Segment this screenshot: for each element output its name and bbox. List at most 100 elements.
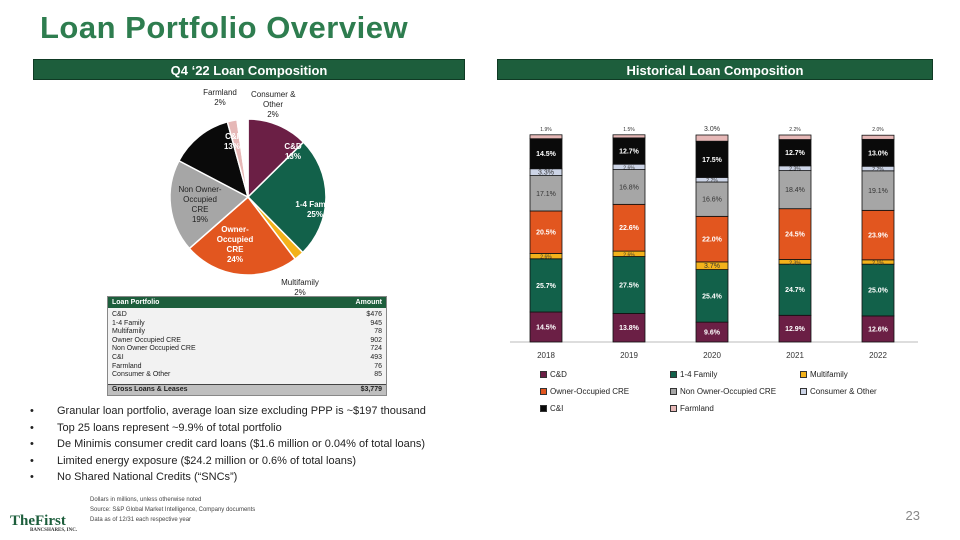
legend-swatch xyxy=(540,388,547,395)
footnote: Data as of 12/31 each respective year xyxy=(90,517,192,523)
data-label: 2.0% xyxy=(872,127,884,133)
bar-segment xyxy=(778,134,812,140)
legend-item: Multifamily xyxy=(800,370,910,379)
bullet: No Shared National Credits (“SNCs”) xyxy=(30,469,426,486)
row-value: 78 xyxy=(374,328,382,336)
bar-segment xyxy=(612,134,646,139)
row-label: Multifamily xyxy=(112,328,146,336)
data-label: 22.6% xyxy=(619,225,640,232)
row-label: C&I xyxy=(112,353,124,361)
bar-segment xyxy=(612,203,646,252)
logo-text: TheFirst xyxy=(10,513,66,529)
legend-swatch xyxy=(670,405,677,412)
bar-segment xyxy=(529,138,563,170)
table-row: Owner Occupied CRE 902 xyxy=(108,337,386,346)
page-number: 23 xyxy=(905,508,920,523)
legend-label: Non Owner-Occupied CRE xyxy=(680,387,777,396)
data-label: 24.7% xyxy=(785,287,806,294)
footnote: Source: S&P Global Market Intelligence, … xyxy=(90,507,256,513)
pie-chart xyxy=(169,118,327,276)
bar-segment xyxy=(861,170,895,211)
x-tick-label: 2022 xyxy=(869,351,887,360)
bullet: Granular loan portfolio, average loan si… xyxy=(30,403,426,420)
data-label: 18.4% xyxy=(785,187,805,194)
row-value: 76 xyxy=(374,362,382,370)
data-label: 1.9% xyxy=(540,127,552,133)
legend-swatch xyxy=(670,388,677,395)
bullet: Top 25 loans represent ~9.9% of total po… xyxy=(30,420,426,437)
bar-segment xyxy=(695,181,729,217)
legend-swatch xyxy=(800,388,807,395)
total-label: Gross Loans & Leases xyxy=(112,385,188,393)
data-label: 3.7% xyxy=(704,263,720,270)
row-label: Non Owner Occupied CRE xyxy=(112,345,196,353)
legend-item: C&D xyxy=(540,370,670,379)
pie-slice xyxy=(247,118,305,199)
data-label: 2.6% xyxy=(540,255,552,261)
table-row: Farmland 76 xyxy=(108,363,386,372)
table-row: Non Owner Occupied CRE 724 xyxy=(108,345,386,354)
row-value: $476 xyxy=(366,311,382,318)
pie-slice xyxy=(177,120,250,199)
q4-composition-header: Q4 ‘22 Loan Composition xyxy=(33,59,465,80)
legend-item: 1-4 Family xyxy=(670,370,800,379)
bar-segment xyxy=(861,138,895,167)
row-value: 902 xyxy=(370,336,382,344)
data-label: 17.1% xyxy=(536,191,556,198)
data-label: 16.8% xyxy=(619,184,639,191)
legend-label: C&I xyxy=(550,404,564,413)
bar-segment xyxy=(529,210,563,254)
legend-swatch xyxy=(800,371,807,378)
legend-item: Consumer & Other xyxy=(800,387,910,396)
table-row: Consumer & Other 85 xyxy=(108,371,386,380)
pie-label: C&I 13% xyxy=(223,132,240,151)
table-row: Multifamily 78 xyxy=(108,328,386,337)
data-label: 13.0% xyxy=(868,150,889,157)
company-logo: TheFirst BANCSHARES, INC. xyxy=(10,513,77,533)
bar-segment xyxy=(612,256,646,314)
legend-label: C&D xyxy=(550,370,567,379)
data-label: 13.8% xyxy=(619,325,640,332)
data-label: 3.0% xyxy=(704,126,720,133)
bar-segment xyxy=(778,170,812,210)
data-label: 1.5% xyxy=(623,127,635,133)
footnote: Dollars in millions, unless otherwise no… xyxy=(90,497,202,503)
bar-segment xyxy=(695,140,729,178)
x-tick-label: 2020 xyxy=(703,351,721,360)
data-label: 24.5% xyxy=(785,232,806,239)
pie-label: C&D 13% xyxy=(284,142,302,161)
bar-segment xyxy=(861,134,895,140)
legend-item: C&I xyxy=(540,404,670,413)
data-label: 12.9% xyxy=(785,326,806,333)
data-label: 2.3% xyxy=(789,260,801,266)
chart-legend: C&D 1-4 Family Multifamily Owner-Occupied C… xyxy=(540,370,910,413)
data-label: 12.6% xyxy=(868,326,889,333)
x-tick-label: 2019 xyxy=(620,351,638,360)
bar-segment xyxy=(778,263,812,316)
data-label: 2.6% xyxy=(623,252,635,258)
pie-slice xyxy=(169,159,250,250)
table-header-amount: Amount xyxy=(355,299,382,306)
bar-segment xyxy=(529,134,563,140)
row-label: 1-4 Family xyxy=(112,319,145,327)
table-row: C&I 493 xyxy=(108,354,386,363)
data-label: 3.3% xyxy=(538,170,554,177)
bar-segment xyxy=(861,315,895,343)
x-tick-label: 2021 xyxy=(786,351,804,360)
bar-segment xyxy=(778,208,812,260)
bar-segment xyxy=(612,169,646,205)
loan-portfolio-table: Loan Portfolio Amount C&D $476 1-4 Family 94… xyxy=(107,296,387,397)
data-label: 20.5% xyxy=(536,230,557,237)
legend-label: Consumer & Other xyxy=(810,387,877,396)
total-value: $3,779 xyxy=(360,385,382,393)
data-label: 25.0% xyxy=(868,288,889,295)
data-label: 2.2% xyxy=(872,167,884,173)
row-value: 85 xyxy=(374,371,382,379)
row-value: 945 xyxy=(370,319,382,327)
data-label: 2.6% xyxy=(623,165,635,171)
row-value: 493 xyxy=(370,353,382,361)
bar-segment xyxy=(778,139,812,167)
data-label: 27.5% xyxy=(619,282,640,289)
legend-swatch xyxy=(540,371,547,378)
footnotes: Dollars in millions, unless otherwise no… xyxy=(90,495,255,525)
